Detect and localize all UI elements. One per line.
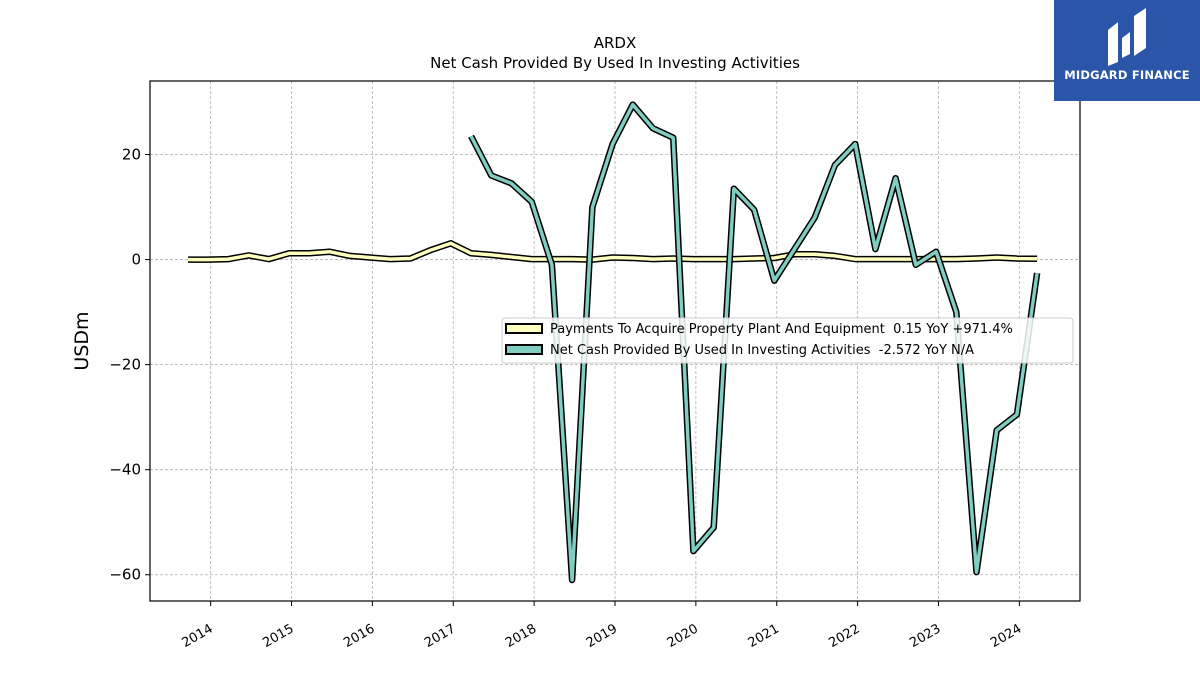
logo-text: MIDGARD FINANCE (1064, 68, 1190, 82)
legend-swatch-investing (505, 344, 543, 355)
y-axis-ticks: −60 −40 −20 0 20 (109, 146, 150, 584)
x-tick-label: 2022 (826, 621, 862, 651)
x-tick-label: 2018 (503, 621, 539, 651)
x-tick-label: 2020 (665, 621, 701, 651)
x-tick-label: 2024 (988, 621, 1024, 651)
series-line-0 (188, 241, 1038, 262)
y-tick-label: −60 (109, 566, 141, 584)
brand-logo: MIDGARD FINANCE (1054, 0, 1200, 101)
series-line-1 (469, 102, 1039, 582)
logo-mark-icon (1108, 8, 1146, 66)
x-tick-label: 2023 (907, 621, 943, 651)
legend: Payments To Acquire Property Plant And E… (501, 317, 1074, 364)
x-tick-label: 2017 (422, 621, 458, 651)
y-tick-label: 20 (122, 146, 141, 164)
x-axis-ticks: 2014 2015 2016 2017 2018 2019 2020 2021 2022 2023… (179, 601, 1024, 651)
chart-title: ARDX (594, 34, 637, 52)
legend-swatch-capex (505, 323, 543, 334)
x-tick-label: 2014 (179, 621, 215, 651)
y-tick-label: 0 (131, 251, 141, 269)
x-tick-label: 2019 (584, 621, 620, 651)
x-tick-label: 2015 (260, 621, 296, 651)
series-lines (188, 101, 1041, 584)
x-tick-label: 2016 (341, 621, 377, 651)
y-tick-label: −20 (109, 356, 141, 374)
x-tick-label: 2021 (746, 621, 782, 651)
y-axis-label: USDm (71, 311, 93, 370)
y-tick-label: −40 (109, 461, 141, 479)
legend-box (501, 317, 1074, 364)
legend-label-investing: Net Cash Provided By Used In Investing A… (550, 343, 974, 358)
chart-subtitle: Net Cash Provided By Used In Investing A… (430, 54, 800, 72)
legend-label-capex: Payments To Acquire Property Plant And E… (550, 322, 1013, 337)
